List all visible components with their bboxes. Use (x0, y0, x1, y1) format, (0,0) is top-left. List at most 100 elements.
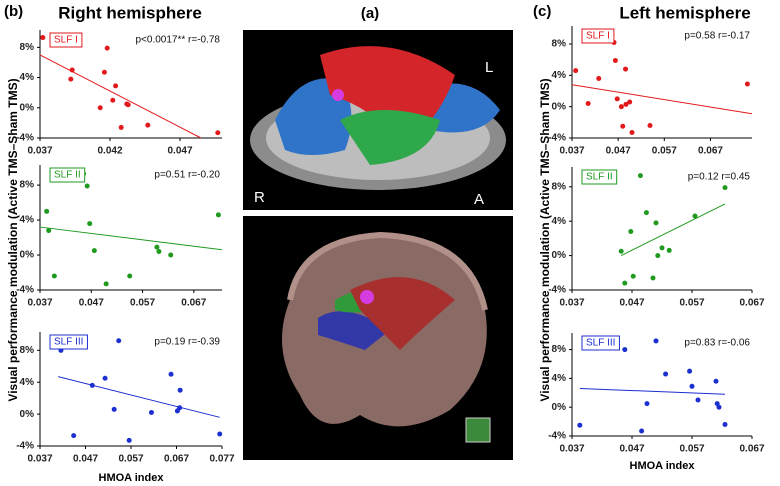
point (113, 83, 119, 89)
point (596, 75, 602, 81)
y-tick-label: 8% (552, 39, 567, 50)
point (69, 67, 75, 73)
point (116, 338, 122, 344)
x-tick-label: 0.057 (652, 146, 677, 157)
point (628, 229, 634, 235)
point (125, 102, 131, 108)
series-label-box (49, 32, 83, 48)
stats-annotation: p=0.51 r=-0.20 (154, 170, 220, 181)
panel-label: (c) (533, 3, 551, 20)
y-tick-label: 8% (20, 345, 35, 356)
brain-render-image (243, 216, 513, 460)
point (722, 421, 728, 427)
point (627, 99, 633, 105)
point (716, 404, 722, 410)
point (650, 275, 656, 281)
y-tick-label: 4% (552, 216, 567, 227)
x-tick-label: 0.047 (79, 298, 104, 309)
point (639, 428, 645, 434)
y-tick-label: -4% (548, 285, 566, 296)
point (630, 273, 636, 279)
point (644, 401, 650, 407)
point (71, 433, 77, 439)
point (177, 387, 183, 393)
point (722, 185, 728, 191)
image-label: L (485, 59, 493, 76)
point (612, 57, 618, 63)
point (156, 249, 162, 255)
y-tick-label: 0% (552, 101, 567, 112)
point (695, 397, 701, 403)
point (622, 347, 628, 353)
point (101, 69, 107, 75)
x-tick-label: 0.067 (739, 298, 764, 309)
point (653, 338, 659, 344)
y-tick-label: 0% (20, 409, 35, 420)
x-tick-label: 0.057 (679, 298, 704, 309)
panel-title: Left hemisphere (619, 3, 750, 22)
series-label-box (581, 28, 615, 44)
y-tick-label: 4% (20, 215, 35, 226)
x-tick-label: 0.057 (679, 444, 704, 455)
point (653, 220, 659, 226)
y-tick-label: 8% (20, 180, 35, 191)
stats-annotation: p=0.83 r=-0.06 (684, 338, 750, 349)
point (91, 248, 97, 254)
y-tick-label: 4% (552, 70, 567, 81)
panel-label: (b) (4, 3, 23, 20)
series-label-box (49, 167, 86, 183)
point (623, 66, 629, 72)
y-tick-label: 0% (20, 102, 35, 113)
y-tick-label: -4% (16, 285, 34, 296)
point (689, 383, 695, 389)
y-tick-label: 0% (20, 250, 35, 261)
tractography-image (243, 30, 513, 210)
point (103, 281, 109, 287)
y-tick-label: 8% (20, 42, 35, 53)
fit-line (579, 387, 726, 395)
point (666, 247, 672, 253)
point (647, 122, 653, 128)
y-tick-label: 8% (552, 344, 567, 355)
panel-label: (a) (361, 5, 379, 22)
point (573, 68, 579, 74)
point (40, 35, 46, 41)
fit-line (571, 84, 753, 115)
stats-annotation: p<0.0017** r=-0.78 (135, 35, 220, 46)
y-tick-label: -4% (16, 441, 34, 452)
point (655, 253, 661, 259)
image-label: R (254, 189, 265, 206)
point (215, 212, 221, 218)
point (145, 122, 151, 128)
point (622, 280, 628, 286)
point (168, 371, 174, 377)
point (118, 124, 124, 130)
point (68, 76, 74, 82)
x-tick-label: 0.057 (118, 454, 143, 465)
x-axis-label: HMOA index (630, 460, 696, 472)
point (215, 130, 221, 136)
stats-annotation: p=0.19 r=-0.39 (154, 337, 220, 348)
x-axis-label: HMOA index (99, 472, 165, 484)
x-tick-label: 0.047 (606, 146, 631, 157)
stats-annotation: p=0.12 r=0.45 (688, 172, 751, 183)
x-tick-label: 0.047 (73, 454, 98, 465)
x-tick-label: 0.037 (27, 298, 52, 309)
point (629, 130, 635, 136)
fit-line (620, 203, 726, 257)
point (643, 210, 649, 216)
point (577, 422, 583, 428)
point (177, 405, 183, 411)
x-tick-label: 0.077 (209, 454, 234, 465)
point (110, 97, 116, 103)
x-tick-label: 0.037 (27, 146, 52, 157)
series-label-box (581, 335, 620, 351)
y-axis-label: Visual performance modulation (Active TM… (6, 78, 20, 401)
y-tick-label: 0% (552, 250, 567, 261)
point (104, 45, 110, 51)
series-label: SLF II (54, 170, 81, 181)
y-tick-label: 4% (20, 72, 35, 83)
point (692, 213, 698, 219)
point (148, 410, 154, 416)
point (89, 382, 95, 388)
